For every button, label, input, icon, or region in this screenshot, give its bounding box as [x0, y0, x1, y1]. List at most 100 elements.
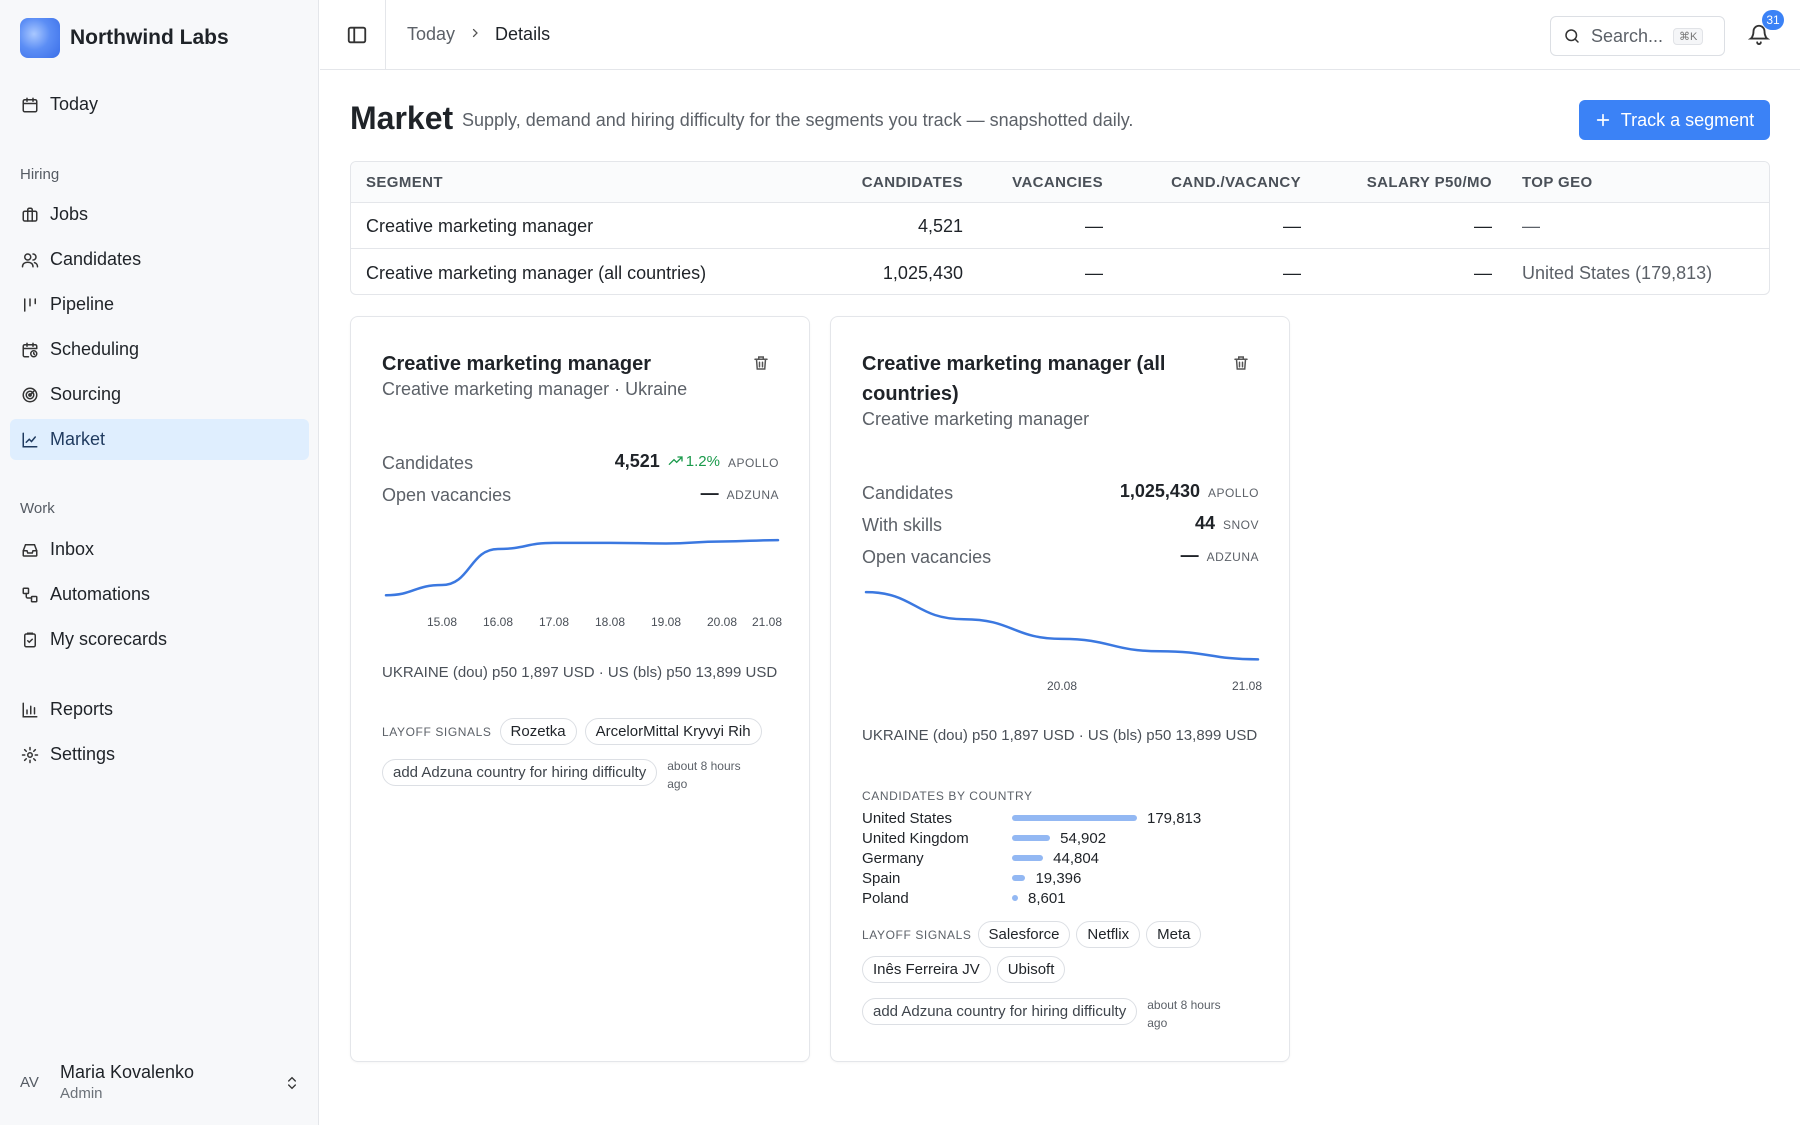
- col-candidates: CANDIDATES: [861, 174, 963, 191]
- sidebar-item-scheduling[interactable]: Scheduling: [10, 329, 309, 370]
- candidates-trend-chart: 15.08 16.08 17.08 18.08 19.08 20.08 21.08: [384, 538, 782, 629]
- track-segment-button[interactable]: Track a segment: [1579, 100, 1770, 140]
- layoff-chip[interactable]: Rozetka: [499, 718, 577, 745]
- country-value: 8,601: [1028, 889, 1066, 907]
- calendar-icon: [20, 95, 40, 115]
- col-salary: SALARY P50/MO: [1366, 174, 1492, 191]
- card-subtitle: Creative marketing manager: [862, 409, 1090, 429]
- layoff-chip[interactable]: ArcelorMittal Kryvyi Rih: [584, 718, 762, 745]
- sidebar-item-reports[interactable]: Reports: [10, 689, 309, 730]
- notification-badge: 31: [1762, 10, 1784, 30]
- country-name: Germany: [862, 849, 924, 867]
- cell-top-geo: —: [1522, 216, 1540, 236]
- metric-label: Candidates: [382, 453, 474, 473]
- country-value: 179,813: [1147, 809, 1202, 827]
- country-name: Spain: [862, 869, 901, 887]
- trend-up: 1.2%: [668, 453, 720, 470]
- table-row[interactable]: Creative marketing manager 4,521 — — — —: [351, 203, 1769, 249]
- card-footer: add Adzuna country for hiring difficulty…: [862, 996, 1237, 1032]
- metric-label: Open vacancies: [382, 485, 512, 505]
- layoff-label: LAYOFF SIGNALS: [382, 724, 492, 739]
- cell-candidates: 1,025,430: [882, 263, 963, 283]
- gear-icon: [20, 745, 40, 765]
- chevron-right-icon: [469, 24, 481, 45]
- sidebar: Northwind Labs Today Hiring Jobs Candida…: [0, 0, 319, 1125]
- card-footer: add Adzuna country for hiring difficulty…: [382, 757, 757, 793]
- cell-salary: —: [1474, 216, 1492, 236]
- cell-vacancies: —: [1085, 263, 1103, 283]
- bell-icon[interactable]: [1747, 23, 1771, 45]
- countries-label: CANDIDATES BY COUNTRY: [862, 789, 1033, 803]
- trash-icon[interactable]: [752, 354, 770, 372]
- cell-candidates: 4,521: [917, 216, 963, 236]
- search-shortcut: ⌘K: [1673, 27, 1704, 45]
- layoff-chip[interactable]: Meta: [1146, 921, 1202, 948]
- layoff-chip[interactable]: Netflix: [1076, 921, 1141, 948]
- sidebar-item-label: Pipeline: [50, 294, 115, 314]
- cell-cand-vacancy: —: [1283, 216, 1301, 236]
- x-tick-label: 21.08: [752, 615, 782, 629]
- salary-info: UKRAINE (dou) p50 1,897 USD · US (bls) p…: [862, 727, 1258, 744]
- sidebar-item-today[interactable]: Today: [10, 84, 309, 125]
- breadcrumb-today[interactable]: Today: [407, 24, 456, 44]
- add-adzuna-button[interactable]: add Adzuna country for hiring difficulty: [862, 998, 1138, 1025]
- salary-info: UKRAINE (dou) p50 1,897 USD · US (bls) p…: [382, 664, 778, 681]
- sidebar-item-scorecards[interactable]: My scorecards: [10, 619, 309, 660]
- col-segment: SEGMENT: [366, 174, 443, 191]
- sidebar-item-sourcing[interactable]: Sourcing: [10, 374, 309, 415]
- metric-with-skills: 44 SNOV: [1195, 513, 1259, 534]
- x-tick-label: 15.08: [427, 615, 457, 629]
- country-row: United States 179,813: [862, 808, 1262, 828]
- nav-section-hiring: Hiring: [20, 166, 60, 183]
- sidebar-item-pipeline[interactable]: Pipeline: [10, 284, 309, 325]
- track-segment-label: Track a segment: [1620, 109, 1755, 130]
- card-title: Creative marketing manager: [382, 353, 652, 375]
- sidebar-item-candidates[interactable]: Candidates: [10, 239, 309, 280]
- layoff-chip[interactable]: Salesforce: [977, 921, 1071, 948]
- brand-logo: [20, 18, 60, 58]
- sidebar-item-settings[interactable]: Settings: [10, 734, 309, 775]
- country-bar: [1012, 815, 1137, 821]
- table-row[interactable]: Creative marketing manager (all countrie…: [351, 250, 1769, 294]
- search-input[interactable]: Search... ⌘K: [1550, 16, 1725, 56]
- brand[interactable]: Northwind Labs: [20, 18, 229, 58]
- metric-source: APOLLO: [727, 456, 779, 470]
- x-tick-label: 19.08: [651, 615, 681, 629]
- layoff-chip[interactable]: Inês Ferreira JV: [862, 956, 991, 983]
- search-placeholder: Search...: [1591, 25, 1664, 46]
- sidebar-item-jobs[interactable]: Jobs: [10, 194, 309, 235]
- metric-value: 44: [1194, 513, 1215, 533]
- topbar: Today Details Search... ⌘K 31: [320, 0, 1800, 70]
- candidates-trend-chart: 20.08 21.08: [864, 590, 1262, 693]
- metric-source: ADZUNA: [1206, 550, 1259, 564]
- page-subtitle: Supply, demand and hiring difficulty for…: [462, 110, 1134, 130]
- sidebar-item-label: Candidates: [50, 249, 142, 269]
- x-tick-label: 20.08: [1047, 679, 1077, 693]
- sidebar-toggle-icon[interactable]: [346, 24, 368, 46]
- briefcase-icon: [20, 205, 40, 225]
- add-adzuna-button[interactable]: add Adzuna country for hiring difficulty: [382, 759, 658, 786]
- topbar-divider: [385, 0, 386, 70]
- user-role: Admin: [60, 1085, 103, 1102]
- pipeline-icon: [20, 295, 40, 315]
- sidebar-item-label: Reports: [50, 699, 114, 719]
- cell-salary: —: [1474, 263, 1492, 283]
- col-cand-vacancy: CAND./VACANCY: [1171, 174, 1301, 191]
- layoff-chip[interactable]: Ubisoft: [996, 956, 1066, 983]
- cell-segment: Creative marketing manager (all countrie…: [366, 263, 707, 283]
- metric-vacancies: — ADZUNA: [1181, 545, 1259, 566]
- cell-segment: Creative marketing manager: [366, 216, 594, 236]
- sidebar-item-label: Automations: [50, 584, 151, 604]
- x-tick-label: 18.08: [595, 615, 625, 629]
- sidebar-item-inbox[interactable]: Inbox: [10, 529, 309, 570]
- cell-vacancies: —: [1085, 216, 1103, 236]
- metric-vacancies: — ADZUNA: [701, 483, 779, 504]
- clipboard-check-icon: [20, 630, 40, 650]
- sidebar-item-automations[interactable]: Automations: [10, 574, 309, 615]
- sidebar-item-market[interactable]: Market: [10, 419, 309, 460]
- user-menu[interactable]: AV Maria Kovalenko Admin: [20, 1062, 300, 1102]
- trash-icon[interactable]: [1232, 354, 1250, 372]
- user-name: Maria Kovalenko: [60, 1062, 195, 1082]
- country-bar: [1012, 875, 1026, 881]
- country-bar: [1012, 855, 1044, 861]
